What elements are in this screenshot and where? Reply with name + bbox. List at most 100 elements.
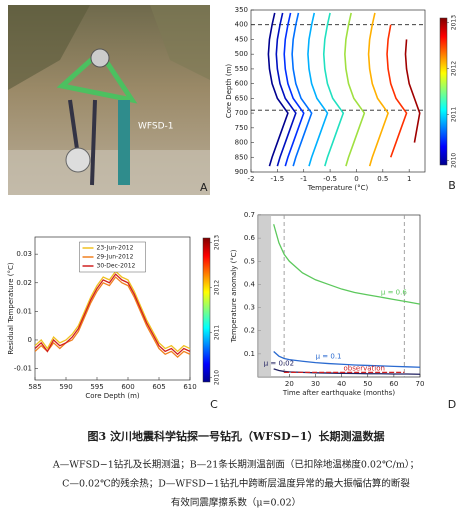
panel-letter: D xyxy=(448,398,456,411)
colorbar-label: 2010 xyxy=(214,370,221,385)
y-tick-label: 0.5 xyxy=(244,257,255,265)
data-line xyxy=(34,276,191,359)
y-tick-label: 0.3 xyxy=(244,304,255,312)
profile-line xyxy=(344,12,366,167)
y-tick-label: 0.02 xyxy=(16,279,32,287)
plot-frame xyxy=(250,9,426,173)
y-tick-label: 0.03 xyxy=(16,250,32,258)
profile-line xyxy=(267,12,289,167)
y-tick-label: 0.6 xyxy=(244,234,256,242)
data-line xyxy=(273,368,421,375)
x-tick-label: -2 xyxy=(248,175,255,183)
y-tick-label: 600 xyxy=(235,80,248,88)
x-tick-label: 30 xyxy=(311,380,320,388)
data-line xyxy=(34,273,191,356)
data-line xyxy=(273,224,421,305)
y-tick-label: 850 xyxy=(235,153,248,161)
sign-text: WFSD-1 xyxy=(138,122,174,132)
colorbar-label: 2011 xyxy=(451,107,458,122)
x-axis-label: Temperature (°C) xyxy=(307,184,369,192)
y-axis-label: Temperature anomaly (°C) xyxy=(230,249,238,343)
y-tick-label: 0.01 xyxy=(16,307,32,315)
series-label: μ = 0.6 xyxy=(381,288,407,296)
x-tick-label: 20 xyxy=(285,380,294,388)
panel-letter: A xyxy=(200,181,208,194)
x-tick-label: 600 xyxy=(121,383,134,391)
caption-line: C—0.02℃的残余热；D—WFSD−1钻孔中跨断层温度异常的最大振幅估算的断裂 xyxy=(62,478,410,490)
profile-line xyxy=(386,24,408,158)
x-tick-label: 610 xyxy=(183,383,196,391)
data-line xyxy=(34,270,191,353)
legend-label: 29-Jun-2012 xyxy=(97,254,134,261)
colorbar xyxy=(202,237,211,383)
x-tick-label: 70 xyxy=(416,380,425,388)
colorbar xyxy=(439,17,448,166)
legend-label: 23-Jun-2012 xyxy=(97,245,134,252)
y-tick-label: 650 xyxy=(235,94,248,102)
caption-line: A—WFSD−1钻孔及长期测温；B—21条长期测温剖面（已扣除地温梯度0.02℃… xyxy=(52,459,419,471)
legend-label: 30-Dec-2012 xyxy=(97,263,136,270)
y-tick-label: 0.7 xyxy=(244,211,255,219)
y-tick-label: 700 xyxy=(235,109,248,117)
y-tick-label: 800 xyxy=(235,139,248,147)
x-tick-label: 60 xyxy=(389,380,398,388)
y-axis-label: Residual Temperature (°C) xyxy=(7,262,15,354)
y-tick-label: 0.4 xyxy=(244,280,256,288)
panel-letter: C xyxy=(210,398,218,411)
y-tick-label: 400 xyxy=(235,21,248,29)
profile-line xyxy=(275,12,297,167)
x-tick-label: 590 xyxy=(59,383,72,391)
series-label: μ = 0.02 xyxy=(264,360,294,368)
observation-label: observation xyxy=(344,364,385,372)
vegetation xyxy=(150,5,210,80)
y-tick-label: 500 xyxy=(235,50,248,58)
x-tick-label: 605 xyxy=(152,383,165,391)
colorbar-label: 2013 xyxy=(214,235,221,250)
caption-line: 有效同震摩擦系数（μ=0.02） xyxy=(171,497,301,509)
x-tick-label: 50 xyxy=(363,380,372,388)
shaded-region xyxy=(258,215,272,377)
vegetation xyxy=(8,5,90,90)
profile-line xyxy=(291,12,313,167)
y-tick-label: 0.2 xyxy=(244,327,255,335)
colorbar-label: 2013 xyxy=(451,15,458,30)
reel xyxy=(65,147,91,173)
profile-line xyxy=(283,12,305,167)
x-tick-label: 0 xyxy=(354,175,358,183)
data-line xyxy=(273,351,421,368)
casing xyxy=(118,100,130,185)
panel-letter: B xyxy=(448,179,456,192)
colorbar-label: 2010 xyxy=(451,153,458,168)
x-axis-label: Time after earthquake (months) xyxy=(282,389,395,397)
post xyxy=(90,99,97,186)
y-tick-label: 550 xyxy=(235,65,248,73)
colorbar-label: 2011 xyxy=(214,325,221,340)
x-tick-label: 0.5 xyxy=(377,175,388,183)
y-tick-label: 900 xyxy=(235,168,248,176)
y-tick-label: 0.1 xyxy=(244,350,255,358)
x-tick-label: 1 xyxy=(407,175,411,183)
profile-line xyxy=(367,12,389,167)
x-tick-label: 40 xyxy=(337,380,346,388)
caption-title: 图3 汶川地震科学钻探一号钻孔（WFSD−1）长期测温数据 xyxy=(88,429,385,443)
colorbar-label: 2012 xyxy=(451,61,458,76)
y-axis-label: Core Depth (m) xyxy=(225,64,233,119)
plot-frame xyxy=(34,236,191,381)
x-tick-label: 585 xyxy=(28,383,41,391)
y-tick-label: -0.01 xyxy=(14,365,32,373)
x-tick-label: -1 xyxy=(300,175,307,183)
y-tick-label: 350 xyxy=(235,6,248,14)
profile-line xyxy=(322,12,345,167)
frame xyxy=(56,48,138,104)
x-tick-label: -1.5 xyxy=(271,175,285,183)
x-tick-label: -0.5 xyxy=(323,175,337,183)
y-tick-label: 0 xyxy=(28,336,32,344)
y-tick-label: 750 xyxy=(235,124,248,132)
pulley xyxy=(90,48,110,68)
y-tick-label: 450 xyxy=(235,35,248,43)
series-label: μ = 0.1 xyxy=(316,353,342,361)
rubble xyxy=(8,150,210,195)
colorbar-label: 2012 xyxy=(214,280,221,295)
profile-line xyxy=(307,12,329,167)
